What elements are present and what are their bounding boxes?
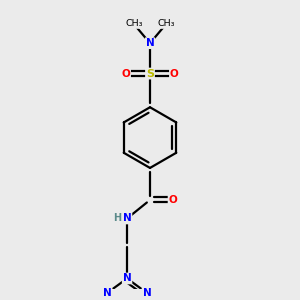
Text: N: N	[142, 288, 151, 298]
Text: CH₃: CH₃	[125, 20, 142, 28]
Text: CH₃: CH₃	[158, 20, 175, 28]
Text: N: N	[123, 214, 131, 224]
Text: S: S	[146, 69, 154, 79]
Text: O: O	[170, 69, 178, 79]
Text: H: H	[113, 214, 121, 224]
Text: N: N	[146, 38, 154, 48]
Text: O: O	[169, 195, 177, 205]
Text: O: O	[122, 69, 130, 79]
Text: N: N	[103, 288, 112, 298]
Text: N: N	[123, 274, 131, 284]
